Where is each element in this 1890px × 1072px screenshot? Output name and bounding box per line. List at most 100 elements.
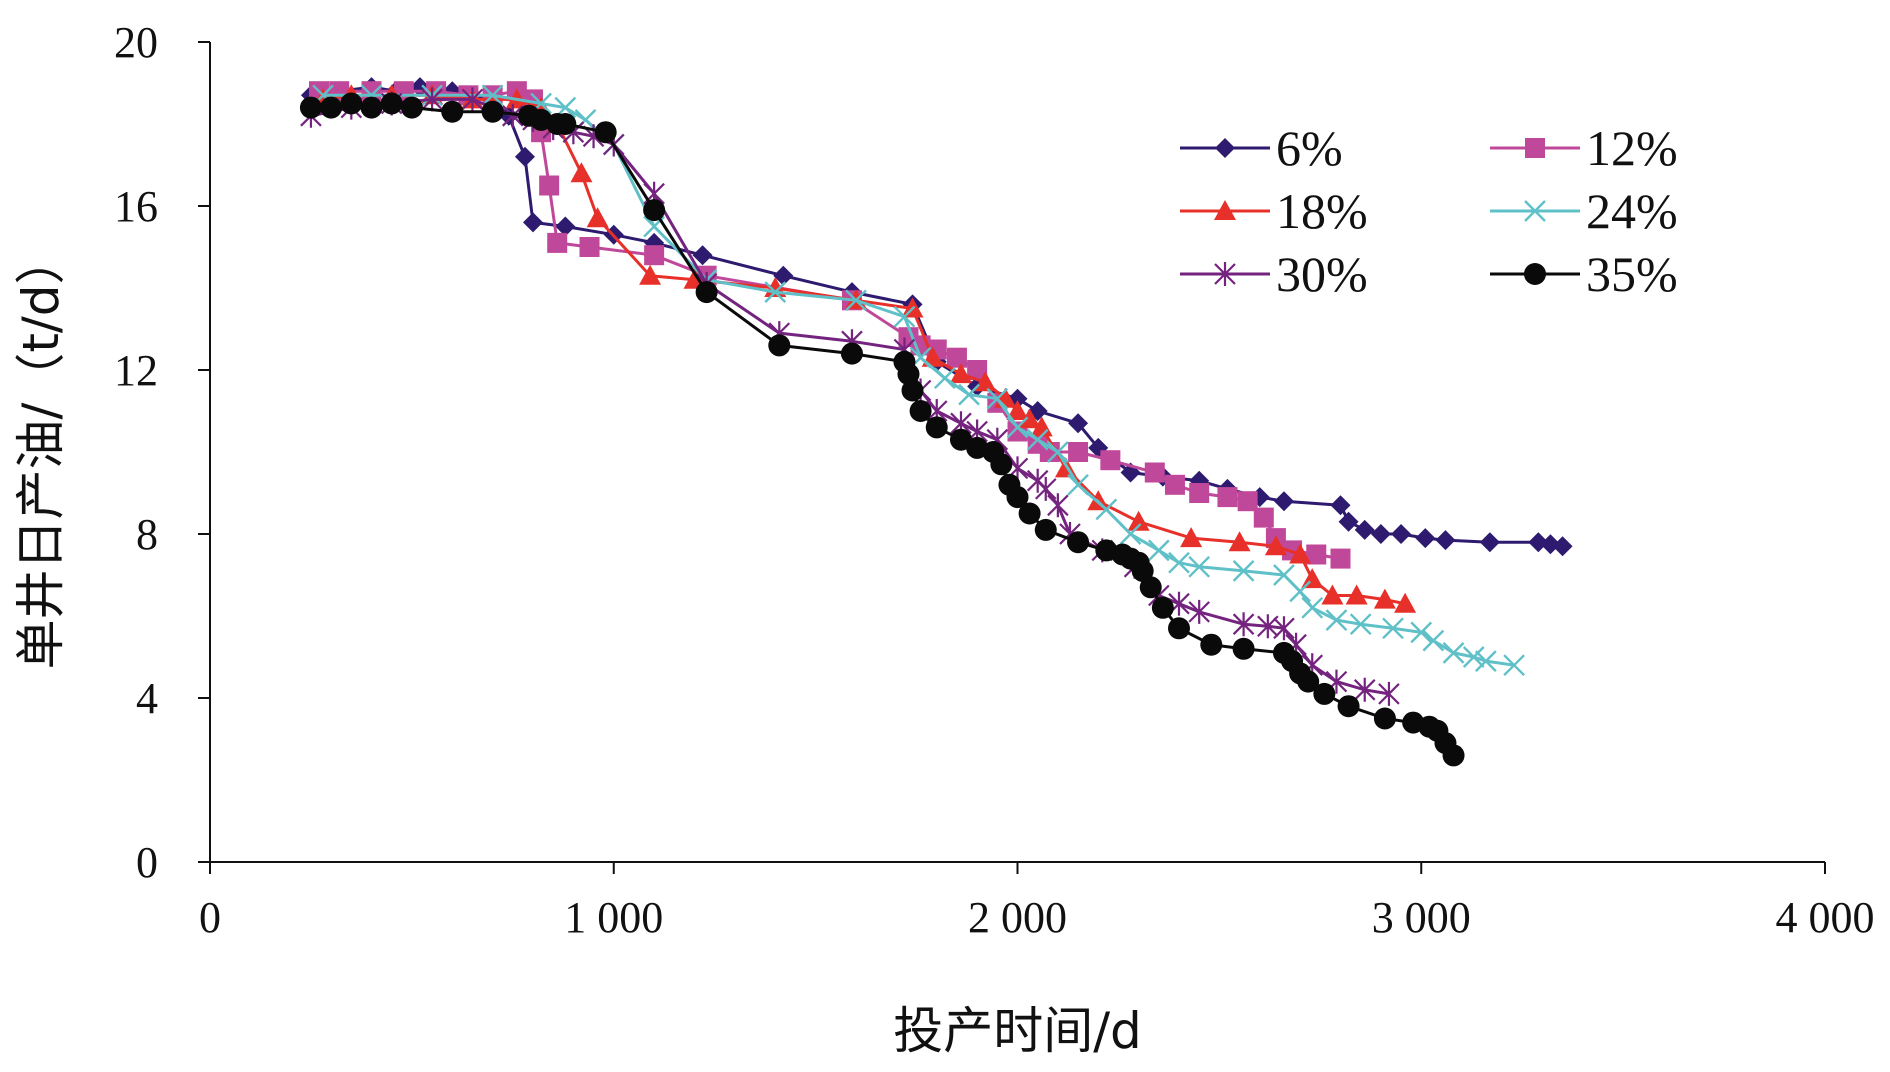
y-tick-label: 0 [136, 838, 158, 887]
data-point [768, 334, 791, 357]
data-point [1018, 408, 1041, 429]
axes: 0 1 000 2 000 3 000 4 000 0 4 8 12 16 20 [114, 18, 1875, 942]
data-point [421, 87, 443, 112]
series-line [323, 93, 1515, 667]
data-point [1119, 523, 1142, 545]
legend-item: 6% [1180, 120, 1343, 176]
data-point [1034, 476, 1057, 501]
legend-marker [1214, 200, 1236, 220]
data-point [925, 416, 948, 439]
data-point [1067, 531, 1090, 554]
data-point [1479, 532, 1500, 553]
data-point [1237, 491, 1258, 512]
data-point [1297, 670, 1320, 693]
data-point [481, 100, 504, 123]
legend-item: 35% [1490, 246, 1678, 302]
data-point [555, 216, 576, 237]
series-line [322, 93, 1406, 606]
data-point [441, 100, 464, 123]
data-point [692, 245, 713, 266]
data-point [1253, 507, 1274, 528]
data-point [958, 383, 980, 406]
data-point [949, 363, 972, 384]
legend-marker [1524, 263, 1546, 285]
data-point [1349, 613, 1372, 636]
x-tick-label: 4 000 [1776, 893, 1875, 942]
series-2 [309, 81, 1351, 569]
data-point [1442, 642, 1465, 664]
series-1 [300, 77, 1573, 557]
data-point [1540, 534, 1561, 555]
data-point [514, 146, 535, 167]
data-point [1354, 519, 1375, 540]
data-point [1321, 584, 1344, 605]
legend-marker [1525, 138, 1545, 158]
data-point [1373, 707, 1396, 730]
data-point [1164, 474, 1185, 495]
data-point [909, 400, 932, 422]
data-point [1313, 682, 1336, 705]
legend-label: 24% [1586, 183, 1678, 239]
legend-marker [1215, 138, 1235, 158]
data-point [1006, 416, 1029, 439]
data-point [1139, 576, 1162, 599]
legend-marker [1214, 262, 1236, 286]
data-point [974, 371, 997, 392]
data-point [639, 264, 662, 285]
data-point [380, 92, 403, 115]
data-point [933, 367, 956, 390]
y-tick-label: 8 [136, 510, 158, 559]
data-point [1391, 524, 1412, 544]
data-point [481, 84, 504, 107]
data-point [1232, 560, 1255, 582]
data-point [1273, 491, 1294, 512]
series-line [310, 97, 1390, 696]
data-point [1228, 531, 1251, 552]
legend-label: 18% [1276, 183, 1368, 239]
data-point [990, 453, 1013, 476]
legend: 6% 12% 18% 24% 30% 35% [1180, 120, 1678, 302]
y-axis-title: 单井日产油/（t/d） [12, 234, 70, 669]
data-point [1006, 400, 1029, 420]
data-point [893, 305, 916, 328]
data-point [461, 87, 484, 112]
data-point [695, 281, 718, 304]
data-point [1147, 539, 1170, 562]
data-point [1415, 528, 1436, 549]
legend-item: 12% [1490, 120, 1678, 176]
x-axis-ticks: 0 1 000 2 000 3 000 4 000 [199, 862, 1875, 942]
legend-marker [1524, 200, 1546, 222]
legend-label: 30% [1276, 246, 1368, 302]
y-tick-label: 4 [136, 674, 158, 723]
series-5 [300, 87, 1400, 706]
data-point [1345, 584, 1368, 605]
data-point [1131, 559, 1154, 582]
legend-item: 30% [1180, 246, 1368, 302]
data-point [570, 162, 593, 183]
data-point [845, 289, 867, 312]
x-axis-title: 投产时间/d [893, 1002, 1142, 1060]
y-axis-ticks: 0 4 8 12 16 20 [114, 18, 210, 887]
data-point [360, 96, 383, 119]
data-point [502, 103, 524, 128]
data-point [1338, 511, 1359, 532]
data-point [1200, 633, 1223, 656]
legend-label: 35% [1586, 246, 1678, 302]
data-point [1301, 596, 1324, 619]
x-tick-label: 1 000 [564, 893, 663, 942]
data-point [1410, 621, 1433, 644]
data-point [1264, 535, 1287, 556]
data-point [1095, 498, 1118, 521]
data-point [400, 96, 423, 119]
data-point [1435, 530, 1456, 551]
series-line [310, 85, 1563, 548]
data-point [1442, 744, 1465, 767]
data-point [1289, 543, 1312, 564]
data-point [1325, 609, 1348, 631]
legend-item: 24% [1490, 183, 1678, 239]
data-point [1353, 677, 1376, 702]
data-point [1330, 495, 1351, 516]
data-point [1018, 502, 1041, 525]
data-point [1168, 617, 1190, 640]
